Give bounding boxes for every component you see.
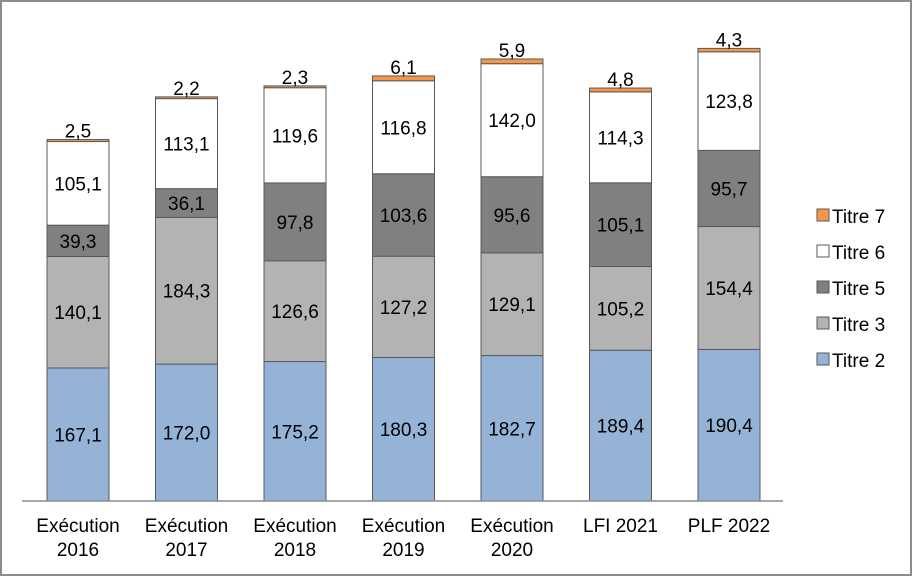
- data-label: 116,8: [380, 118, 426, 139]
- legend-swatch-titre-6: [816, 244, 830, 258]
- data-label: 2,2: [173, 79, 199, 100]
- bar-titre-5-5: [589, 182, 652, 267]
- bar-titre-6-5: [589, 91, 652, 184]
- bar-titre-2-2: [263, 361, 327, 502]
- bar-titre-5-0: [46, 224, 110, 257]
- legend-label: Titre 7: [832, 207, 885, 228]
- data-label: 119,6: [272, 126, 318, 147]
- x-tick-label: Exécution 2016: [36, 516, 119, 561]
- data-label: 127,2: [380, 298, 428, 319]
- bar-titre-3-3: [372, 255, 435, 358]
- data-label: 123,8: [705, 92, 753, 113]
- data-label: 154,4: [705, 279, 753, 300]
- data-labels-layer: 167,1 140,1 39,3 105,1 2,5 172,0 184,3 36,1 113,…: [54, 30, 753, 446]
- bar-titre-2-3: [372, 356, 435, 502]
- data-label: 172,0: [163, 424, 211, 445]
- bar-titre-6-1: [155, 98, 218, 190]
- data-label: 190,4: [705, 416, 753, 437]
- data-label: 2,5: [65, 122, 91, 143]
- bar-titre-3-1: [155, 216, 218, 365]
- data-label: 105,1: [54, 174, 102, 195]
- bar-titre-2-0: [46, 367, 110, 502]
- data-label: 114,3: [597, 128, 643, 149]
- bar-titre-3-6: [697, 226, 761, 350]
- bar-titre-3-5: [589, 265, 652, 351]
- x-tick-label: Exécution 2020: [470, 516, 553, 561]
- legend-swatch-titre-2: [816, 352, 830, 366]
- bar-titre-2-1: [155, 363, 218, 502]
- bar-titre-7-4: [480, 58, 544, 65]
- data-label: 36,1: [168, 194, 205, 215]
- legend-swatch-titre-5: [816, 280, 830, 294]
- bar-titre-6-3: [372, 80, 435, 175]
- legend-swatch-titre-7: [816, 208, 830, 222]
- bar-titre-5-6: [697, 149, 761, 228]
- data-label: 39,3: [60, 232, 97, 253]
- bar-titre-7-5: [589, 87, 652, 93]
- legend-label: Titre 5: [832, 279, 885, 300]
- x-tick-label: Exécution 2017: [145, 516, 228, 561]
- data-label: 189,4: [597, 417, 645, 438]
- data-label: 140,1: [54, 303, 102, 324]
- bar-titre-5-1: [155, 188, 218, 218]
- data-label: 129,1: [488, 295, 536, 316]
- bar-titre-6-6: [697, 51, 761, 151]
- bar-titre-7-0: [46, 139, 110, 143]
- data-label: 142,0: [488, 111, 536, 132]
- bar-titre-7-6: [697, 47, 761, 53]
- bar-titre-6-2: [263, 87, 327, 184]
- data-label: 126,6: [271, 302, 319, 323]
- x-tick-label: LFI 2021: [583, 516, 658, 537]
- data-label: 6,1: [390, 58, 416, 79]
- bar-titre-5-3: [372, 173, 435, 257]
- data-label: 182,7: [488, 419, 536, 440]
- legend-label: Titre 2: [832, 351, 885, 372]
- bar-titre-6-4: [480, 63, 544, 178]
- data-label: 97,8: [277, 213, 314, 234]
- data-label: 113,1: [163, 135, 209, 156]
- x-tick-labels: Exécution 2016 Exécution 2017 Exécution 2018 E…: [36, 516, 770, 561]
- bar-titre-2-4: [480, 355, 544, 502]
- bar-titre-3-4: [480, 252, 544, 357]
- data-label: 167,1: [54, 425, 102, 446]
- data-label: 95,7: [711, 179, 748, 200]
- data-label: 4,3: [716, 30, 742, 51]
- data-label: 175,2: [271, 422, 319, 443]
- legend: Titre 7 Titre 6 Titre 5 Titre 3 Titre 2: [816, 207, 885, 372]
- legend-swatch-titre-3: [816, 316, 830, 330]
- data-label: 103,6: [380, 206, 428, 227]
- data-label: 105,1: [597, 216, 645, 237]
- bar-titre-7-2: [263, 85, 327, 89]
- bar-titre-5-4: [480, 176, 544, 254]
- bars-layer: [46, 47, 761, 502]
- legend-label: Titre 6: [832, 243, 885, 264]
- data-label: 95,6: [494, 206, 531, 227]
- x-tick-label: Exécution 2019: [362, 516, 445, 561]
- bar-titre-6-0: [46, 141, 110, 226]
- data-label: 5,9: [499, 41, 525, 62]
- legend-label: Titre 3: [832, 315, 885, 336]
- data-label: 105,2: [597, 299, 645, 320]
- x-tick-label: Exécution 2018: [253, 516, 336, 561]
- data-label: 2,3: [282, 68, 308, 89]
- x-tick-label: PLF 2022: [688, 516, 770, 537]
- data-label: 180,3: [380, 420, 428, 441]
- bar-titre-7-1: [155, 96, 218, 100]
- data-label: 4,8: [607, 70, 633, 91]
- bar-titre-7-3: [372, 75, 435, 82]
- bar-titre-5-2: [263, 182, 327, 262]
- data-label: 184,3: [163, 282, 211, 303]
